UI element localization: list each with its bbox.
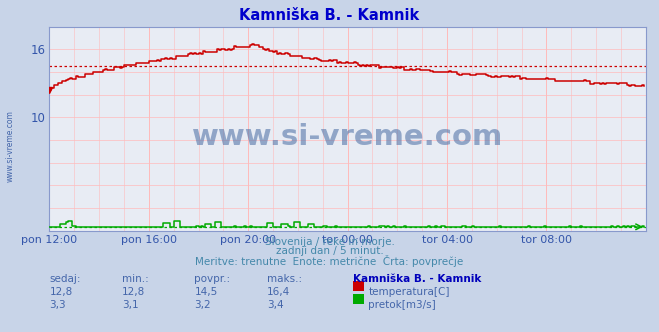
Text: 3,2: 3,2 xyxy=(194,300,211,310)
Text: 3,1: 3,1 xyxy=(122,300,138,310)
Text: 14,5: 14,5 xyxy=(194,287,217,297)
Text: 12,8: 12,8 xyxy=(122,287,145,297)
Text: Meritve: trenutne  Enote: metrične  Črta: povprečje: Meritve: trenutne Enote: metrične Črta: … xyxy=(195,255,464,267)
Text: 3,3: 3,3 xyxy=(49,300,66,310)
Text: temperatura[C]: temperatura[C] xyxy=(368,287,450,297)
Text: sedaj:: sedaj: xyxy=(49,274,81,284)
Text: zadnji dan / 5 minut.: zadnji dan / 5 minut. xyxy=(275,246,384,256)
Text: Kamniška B. - Kamnik: Kamniška B. - Kamnik xyxy=(239,8,420,23)
Text: povpr.:: povpr.: xyxy=(194,274,231,284)
Text: www.si-vreme.com: www.si-vreme.com xyxy=(192,123,503,151)
Text: min.:: min.: xyxy=(122,274,149,284)
Text: 16,4: 16,4 xyxy=(267,287,290,297)
Text: pretok[m3/s]: pretok[m3/s] xyxy=(368,300,436,310)
Text: Kamniška B. - Kamnik: Kamniška B. - Kamnik xyxy=(353,274,481,284)
Text: Slovenija / reke in morje.: Slovenija / reke in morje. xyxy=(264,237,395,247)
Text: www.si-vreme.com: www.si-vreme.com xyxy=(5,110,14,182)
Text: maks.:: maks.: xyxy=(267,274,302,284)
Text: 12,8: 12,8 xyxy=(49,287,72,297)
Text: 3,4: 3,4 xyxy=(267,300,283,310)
